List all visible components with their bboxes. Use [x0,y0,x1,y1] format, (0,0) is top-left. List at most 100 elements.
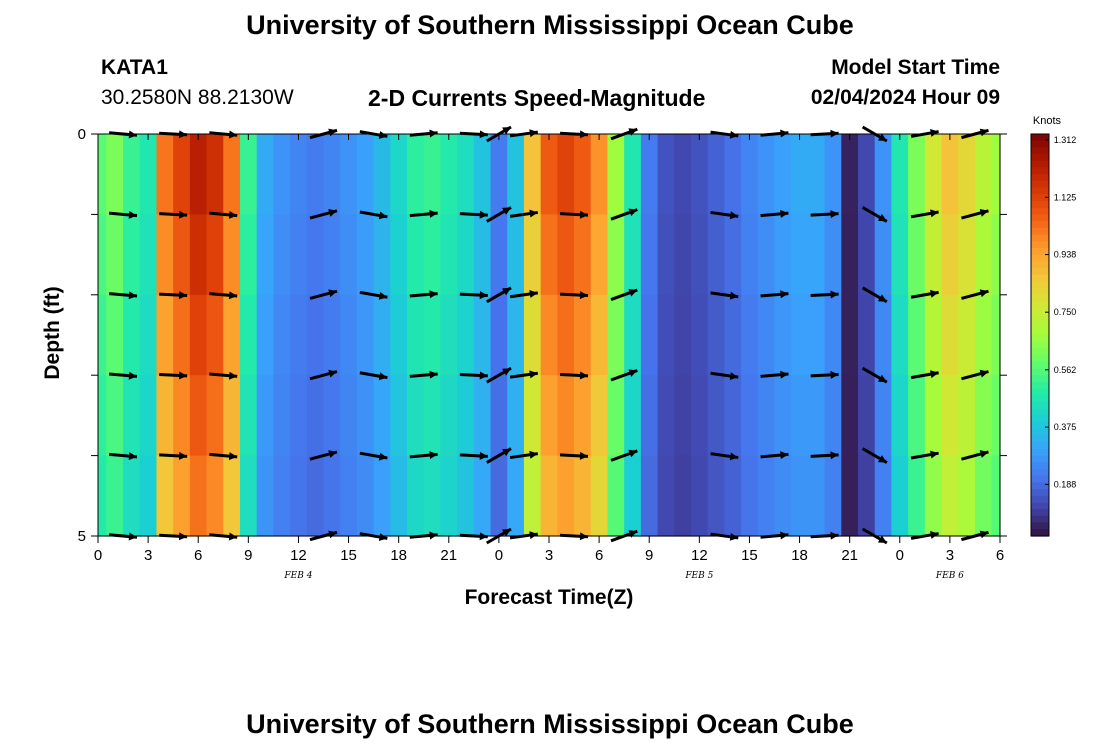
heatmap-cell [974,134,993,215]
current-vector [459,371,488,380]
colorbar-segment [1031,435,1049,443]
current-vector [861,447,888,464]
heatmap-cell [657,214,675,296]
heatmap-cell [774,375,792,457]
y-tick-label: 0 [78,126,86,143]
heatmap-cell [523,294,542,376]
heatmap-cell [123,134,141,215]
colorbar-segment [1031,167,1049,175]
page-title: University of Southern Mississippi Ocean… [246,10,854,40]
heatmap-cell [908,294,926,376]
heatmap-cell [356,294,375,376]
heatmap-cell [774,455,792,537]
heatmap-cell [874,375,893,457]
heatmap-cell [173,375,191,457]
heatmap-cell [540,375,558,457]
heatmap-cell [273,294,291,376]
heatmap-cell [156,214,174,296]
current-vector [509,209,539,218]
current-vector [910,370,939,380]
heatmap-cell [440,294,458,376]
heatmap-cell [791,214,809,296]
heatmap-cell [757,455,776,537]
colorbar-segment [1031,502,1049,510]
current-vector [159,291,188,300]
colorbar-segment [1031,482,1049,490]
current-vector [159,371,188,380]
heatmap-cell [590,294,609,376]
colorbar-segment [1031,381,1049,390]
heatmap-cell [473,375,492,457]
heatmap-cell [507,294,525,376]
heatmap-cell [574,375,592,457]
x-tick-label: 18 [791,547,808,564]
heatmap-cell [690,294,709,376]
heatmap-cell [540,294,558,376]
colorbar-segment [1031,314,1049,323]
heatmap-cell [774,134,792,215]
heatmap-cell [640,294,659,376]
heatmap-cell [106,134,124,215]
heatmap-cell [891,375,909,457]
heatmap-cell [974,375,993,457]
heatmap-cell [523,214,542,296]
colorbar-tick-label: 1.312 [1054,135,1077,145]
x-tick-label: 15 [741,547,758,564]
heatmap-cell [440,455,458,537]
heatmap-cell [373,294,391,376]
current-vector [559,371,589,380]
heatmap-cell [490,214,508,296]
heatmap-cell [791,375,809,457]
y-tick-label: 5 [78,528,86,545]
x-tick-label: 12 [691,547,708,564]
current-vector [961,369,989,381]
heatmap-cell [958,214,976,296]
heatmap-cell [98,375,107,457]
heatmap-cell [924,375,943,457]
heatmap-cell [306,214,325,296]
heatmap-cell [356,134,375,215]
heatmap-cell [490,134,508,215]
heatmap-cell [123,214,141,296]
heatmap-cell [791,294,809,376]
current-vector [559,291,589,300]
current-vector [910,289,939,299]
colorbar-segment [1031,187,1049,195]
current-vector [961,208,989,220]
x-axis-label: Forecast Time(Z) [465,586,634,609]
colorbar-segment [1031,375,1049,383]
colorbar-tick-label: 0.375 [1054,422,1077,432]
heatmap-cell [457,214,475,296]
heatmap-cell [891,134,909,215]
heatmap-cell [290,455,308,537]
heatmap-cell [340,134,358,215]
heatmap-cell [239,455,258,537]
colorbar-segment [1031,134,1049,142]
heatmap-cell [807,294,826,376]
current-vector [309,289,338,300]
current-vector [559,210,589,219]
current-vector [760,209,789,218]
heatmap-cell [356,375,375,457]
station-id: KATA1 [101,56,168,79]
heatmap-cell [457,375,475,457]
current-vector [610,449,638,462]
colorbar-segment [1031,221,1049,229]
heatmap-cell [574,134,592,215]
heatmap-cell [156,294,174,376]
heatmap-cell [674,455,692,537]
heatmap-cell [239,294,258,376]
current-vector [409,370,438,379]
x-tick-label: 9 [645,547,653,564]
heatmap-cell [256,294,274,376]
heatmap-cell [306,134,325,215]
station-location: 30.2580N 88.2130W [101,86,294,109]
current-vector [486,206,512,223]
heatmap-cell [707,214,725,296]
heatmap-cell [908,214,926,296]
heatmap-cell [473,214,492,296]
heatmap-cell [807,375,826,457]
colorbar-segment [1031,515,1049,524]
model-start-value: 02/04/2024 Hour 09 [810,86,1000,109]
current-vector [810,451,839,460]
